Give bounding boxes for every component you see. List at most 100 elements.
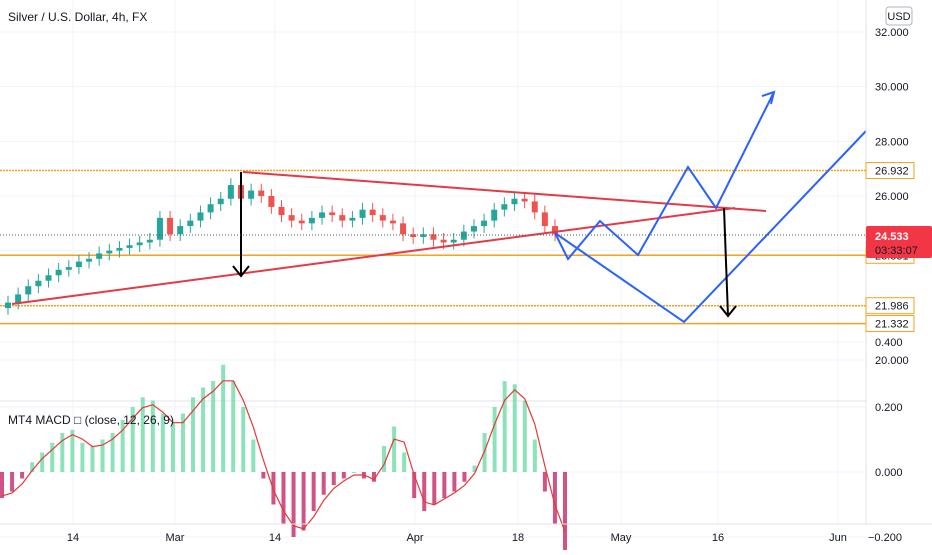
price-tick-label: 28.000 — [875, 136, 909, 148]
macd-hist-bar — [281, 472, 286, 524]
candle-body — [278, 206, 285, 216]
macd-hist-bar — [10, 472, 15, 492]
drawings — [11, 90, 867, 324]
blue-projection-path-2[interactable] — [554, 130, 867, 324]
currency-box[interactable] — [885, 6, 913, 26]
macd-hist-bar — [432, 472, 437, 505]
candle-body — [15, 294, 22, 303]
macd-hist-bar — [542, 472, 547, 492]
time-tick-label: May — [611, 532, 632, 544]
price-tick-label: 32.000 — [875, 27, 909, 39]
macd-hist-bar — [80, 442, 85, 472]
candle-body — [116, 247, 123, 251]
chart-title: Silver / U.S. Dollar, 4h, FX — [8, 10, 147, 24]
candle-body — [75, 261, 82, 268]
candle-body — [288, 215, 295, 221]
red-triangle-top-line[interactable] — [242, 171, 767, 212]
macd-label: MT4 MACD □ (close, 12, 26, 9) — [8, 413, 174, 427]
candle-body — [146, 239, 153, 243]
candle-body — [308, 217, 315, 224]
macd-hist-bar — [402, 452, 407, 472]
candle-body — [339, 215, 346, 221]
last-price-tag-value: 24.533 — [875, 231, 909, 243]
candle-body — [197, 212, 204, 221]
candle-body — [521, 198, 528, 202]
macd-hist-bar — [512, 384, 517, 472]
macd-hist-bar — [130, 407, 135, 472]
macd-hist-bar — [341, 472, 346, 479]
candle-body — [389, 220, 396, 224]
macd-hist-bar — [140, 397, 145, 472]
macd-hist-bar — [472, 465, 477, 472]
time-tick-label: 18 — [512, 532, 524, 544]
time-tick-label: 16 — [712, 532, 724, 544]
blue-projection-path-1[interactable] — [554, 93, 774, 261]
macd-tick-label: 0.000 — [875, 467, 903, 479]
candle-body — [167, 217, 174, 235]
last-price-tag-box — [866, 226, 932, 258]
candle-body — [450, 239, 457, 243]
candle-body — [470, 226, 477, 232]
candle-body — [501, 204, 508, 210]
candle-body — [430, 234, 437, 240]
time-tick-label: Jun — [829, 532, 847, 544]
level-tag-label: 21.986 — [875, 301, 909, 313]
black-arrow-right[interactable] — [723, 207, 729, 317]
macd-hist-bar — [0, 472, 4, 498]
level-tag-box — [865, 297, 915, 315]
macd-hist-bar — [251, 439, 256, 472]
price-tick-label: 20.000 — [875, 355, 909, 367]
macd-hist-bar — [90, 446, 95, 472]
candle-body — [369, 209, 376, 216]
macd-hist-bar — [170, 423, 175, 472]
macd-pane — [0, 364, 567, 550]
macd-hist-bar — [50, 442, 55, 472]
candle-body — [217, 198, 224, 205]
macd-hist-bar — [150, 400, 155, 472]
macd-hist-bar — [532, 439, 537, 472]
candle-body — [511, 198, 518, 205]
macd-hist-bar — [462, 472, 467, 482]
macd-hist-bar — [70, 429, 75, 472]
candle-body — [531, 201, 538, 213]
level-tag-box — [865, 162, 915, 180]
candle-body — [268, 196, 275, 207]
candle-body — [136, 242, 143, 246]
macd-hist-bar — [412, 472, 417, 498]
level-tag-label: 26.932 — [875, 166, 909, 178]
time-axis[interactable]: 14 Mar 14 Apr 18 May 16 Jun — [67, 532, 847, 544]
candle-body — [227, 185, 234, 199]
black-arrow-left-head — [232, 265, 250, 278]
macd-tick-label: −0.200 — [868, 532, 902, 544]
horizontal-levels — [0, 169, 866, 325]
macd-axis[interactable]: 0.400 0.200 0.000 −0.200 — [868, 337, 903, 544]
macd-hist-bar — [392, 426, 397, 472]
candle-body — [5, 302, 11, 309]
macd-signal-line — [1, 380, 566, 533]
macd-tick-label: 0.200 — [875, 402, 903, 414]
time-tick-label: 14 — [67, 532, 79, 544]
candle-body — [329, 212, 336, 216]
macd-hist-bar — [422, 472, 427, 511]
macd-hist-bar — [331, 472, 336, 485]
macd-hist-bar — [191, 397, 196, 472]
candle-body — [207, 204, 214, 213]
candle-body — [319, 212, 326, 218]
candle-body — [126, 245, 133, 248]
black-arrow-right-head — [719, 305, 737, 318]
candle-body — [552, 226, 558, 235]
macd-hist-bar — [261, 472, 266, 479]
candle-body — [379, 215, 386, 221]
candle-body — [55, 269, 62, 276]
level-tag-box — [865, 315, 915, 333]
candle-body — [25, 286, 32, 295]
macd-hist-bar — [502, 381, 507, 472]
red-triangle-bottom-line[interactable] — [11, 207, 736, 305]
candle-body — [349, 217, 356, 221]
macd-hist-bar — [40, 452, 45, 472]
macd-hist-bar — [221, 364, 226, 472]
macd-hist-bar — [321, 472, 326, 495]
candle-body — [460, 231, 467, 240]
